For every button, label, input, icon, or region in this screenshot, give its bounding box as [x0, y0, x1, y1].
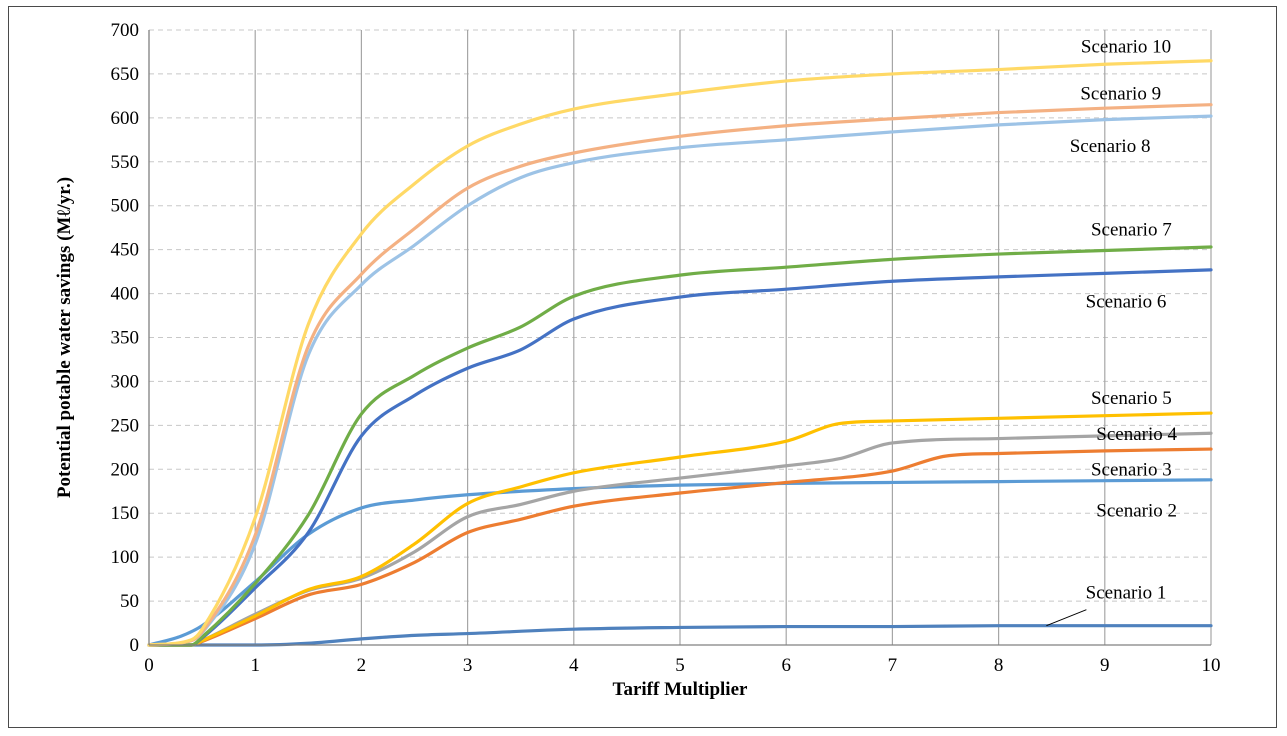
series-line-scenario-9: [147, 103, 1213, 647]
y-tick-label: 100: [111, 547, 140, 568]
x-tick-label: 5: [675, 655, 685, 676]
y-tick-label: 300: [111, 371, 140, 392]
tick-labels: 0501001502002503003504004505005506006507…: [111, 20, 1221, 676]
label-scenario-7: Scenario 7: [1091, 219, 1172, 240]
label-scenario-9: Scenario 9: [1080, 83, 1161, 104]
y-tick-label: 200: [111, 459, 140, 480]
label-scenario-3: Scenario 3: [1091, 459, 1172, 480]
x-axis-title: Tariff Multiplier: [613, 679, 748, 700]
y-tick-label: 600: [111, 108, 140, 129]
series-layer: [147, 59, 1213, 647]
y-tick-label: 0: [130, 635, 140, 656]
y-tick-label: 50: [120, 591, 139, 612]
series-line-scenario-5: [147, 411, 1213, 647]
y-tick-label: 500: [111, 196, 140, 217]
y-tick-label: 700: [111, 20, 140, 41]
y-tick-label: 450: [111, 240, 140, 261]
axes: [148, 30, 1211, 646]
y-tick-label: 550: [111, 152, 140, 173]
label-scenario-2: Scenario 2: [1096, 501, 1177, 522]
y-tick-label: 350: [111, 328, 140, 349]
grid-lines: [149, 29, 1212, 645]
label-scenario-10: Scenario 10: [1081, 37, 1171, 58]
y-tick-label: 150: [111, 503, 140, 524]
series-line-scenario-6: [147, 268, 1213, 647]
label-scenario-8: Scenario 8: [1070, 136, 1151, 157]
x-tick-label: 9: [1100, 655, 1110, 676]
y-axis-title: Potential potable water savings (Mℓ/yr.): [54, 177, 75, 498]
series-line-scenario-10: [147, 59, 1213, 647]
x-tick-label: 3: [463, 655, 473, 676]
scenario-1-pointer: [1046, 609, 1087, 627]
label-scenario-4: Scenario 4: [1096, 424, 1177, 445]
x-tick-label: 1: [250, 655, 260, 676]
label-scenario-6: Scenario 6: [1086, 291, 1167, 312]
x-tick-label: 10: [1202, 655, 1221, 676]
y-tick-label: 400: [111, 284, 140, 305]
series-line-scenario-7: [147, 245, 1213, 647]
y-tick-label: 650: [111, 64, 140, 85]
y-tick-label: 250: [111, 415, 140, 436]
x-tick-label: 4: [569, 655, 579, 676]
x-tick-label: 7: [888, 655, 898, 676]
series-line-scenario-3: [147, 447, 1213, 647]
x-tick-label: 0: [144, 655, 154, 676]
series-line-scenario-2: [147, 478, 1213, 647]
x-tick-label: 2: [357, 655, 367, 676]
series-line-scenario-8: [147, 114, 1213, 647]
series-labels: Scenario 1 Scenario 2 Scenario 3 Scenario 4…: [1046, 37, 1178, 627]
label-scenario-5: Scenario 5: [1091, 388, 1172, 409]
label-scenario-1: Scenario 1: [1086, 582, 1167, 603]
x-tick-label: 8: [994, 655, 1004, 676]
x-tick-label: 6: [781, 655, 791, 676]
